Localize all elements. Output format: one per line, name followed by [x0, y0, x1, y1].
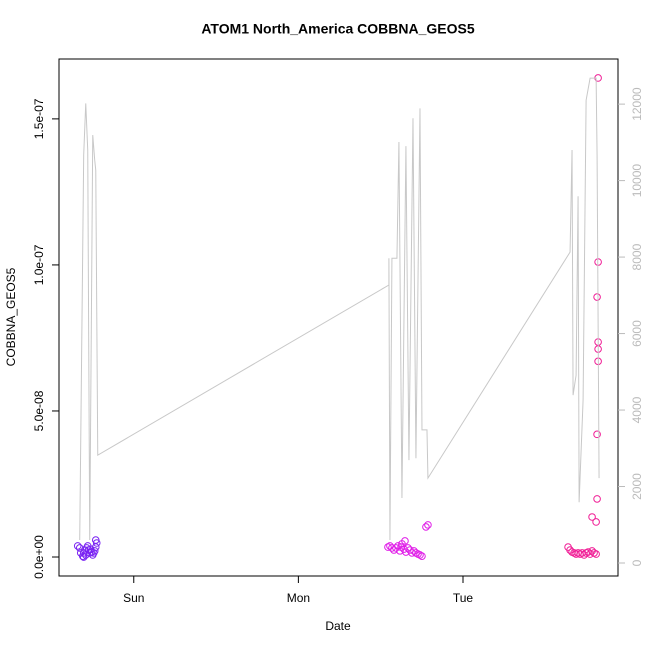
point	[384, 543, 392, 551]
point	[73, 542, 82, 550]
point	[412, 549, 420, 557]
point	[593, 430, 601, 439]
point	[424, 521, 432, 529]
y2-tick-label: 4000	[630, 396, 644, 423]
point	[404, 544, 412, 552]
point	[418, 552, 426, 560]
x-tick-label: Tue	[453, 591, 474, 605]
y-tick-label: 1.0e-07	[32, 244, 46, 285]
y-tick-label: 0.0e+00	[32, 535, 46, 579]
point	[79, 553, 88, 561]
point	[592, 518, 600, 526]
point	[584, 548, 592, 556]
plot-box	[58, 58, 619, 577]
point	[81, 551, 90, 559]
y2-tick-label: 8000	[630, 243, 644, 270]
chart-title: ATOM1 North_America COBBNA_GEOS5	[201, 21, 475, 37]
x-tick-label: Sun	[123, 591, 144, 605]
y2-tick-label: 6000	[630, 320, 644, 347]
y2-tick-label: 10000	[630, 164, 644, 198]
point	[592, 550, 600, 558]
point	[422, 523, 430, 531]
point	[87, 548, 96, 556]
y2-tick-label: 2000	[630, 473, 644, 500]
point	[593, 293, 601, 301]
x-axis-label: Date	[325, 619, 351, 633]
x-tick-label: Mon	[287, 591, 310, 605]
point	[593, 495, 601, 503]
point	[92, 539, 101, 547]
y-tick-label: 5.0e-08	[32, 390, 46, 431]
point	[401, 537, 409, 545]
y-tick-label: 1.5e-07	[32, 98, 46, 139]
y-axis-label: COBBNA_GEOS5	[4, 267, 18, 366]
point	[588, 513, 596, 521]
point	[590, 549, 598, 557]
point	[416, 551, 424, 559]
y2-tick-label: 12000	[630, 87, 644, 121]
y2-tick-label: 0	[630, 559, 644, 566]
